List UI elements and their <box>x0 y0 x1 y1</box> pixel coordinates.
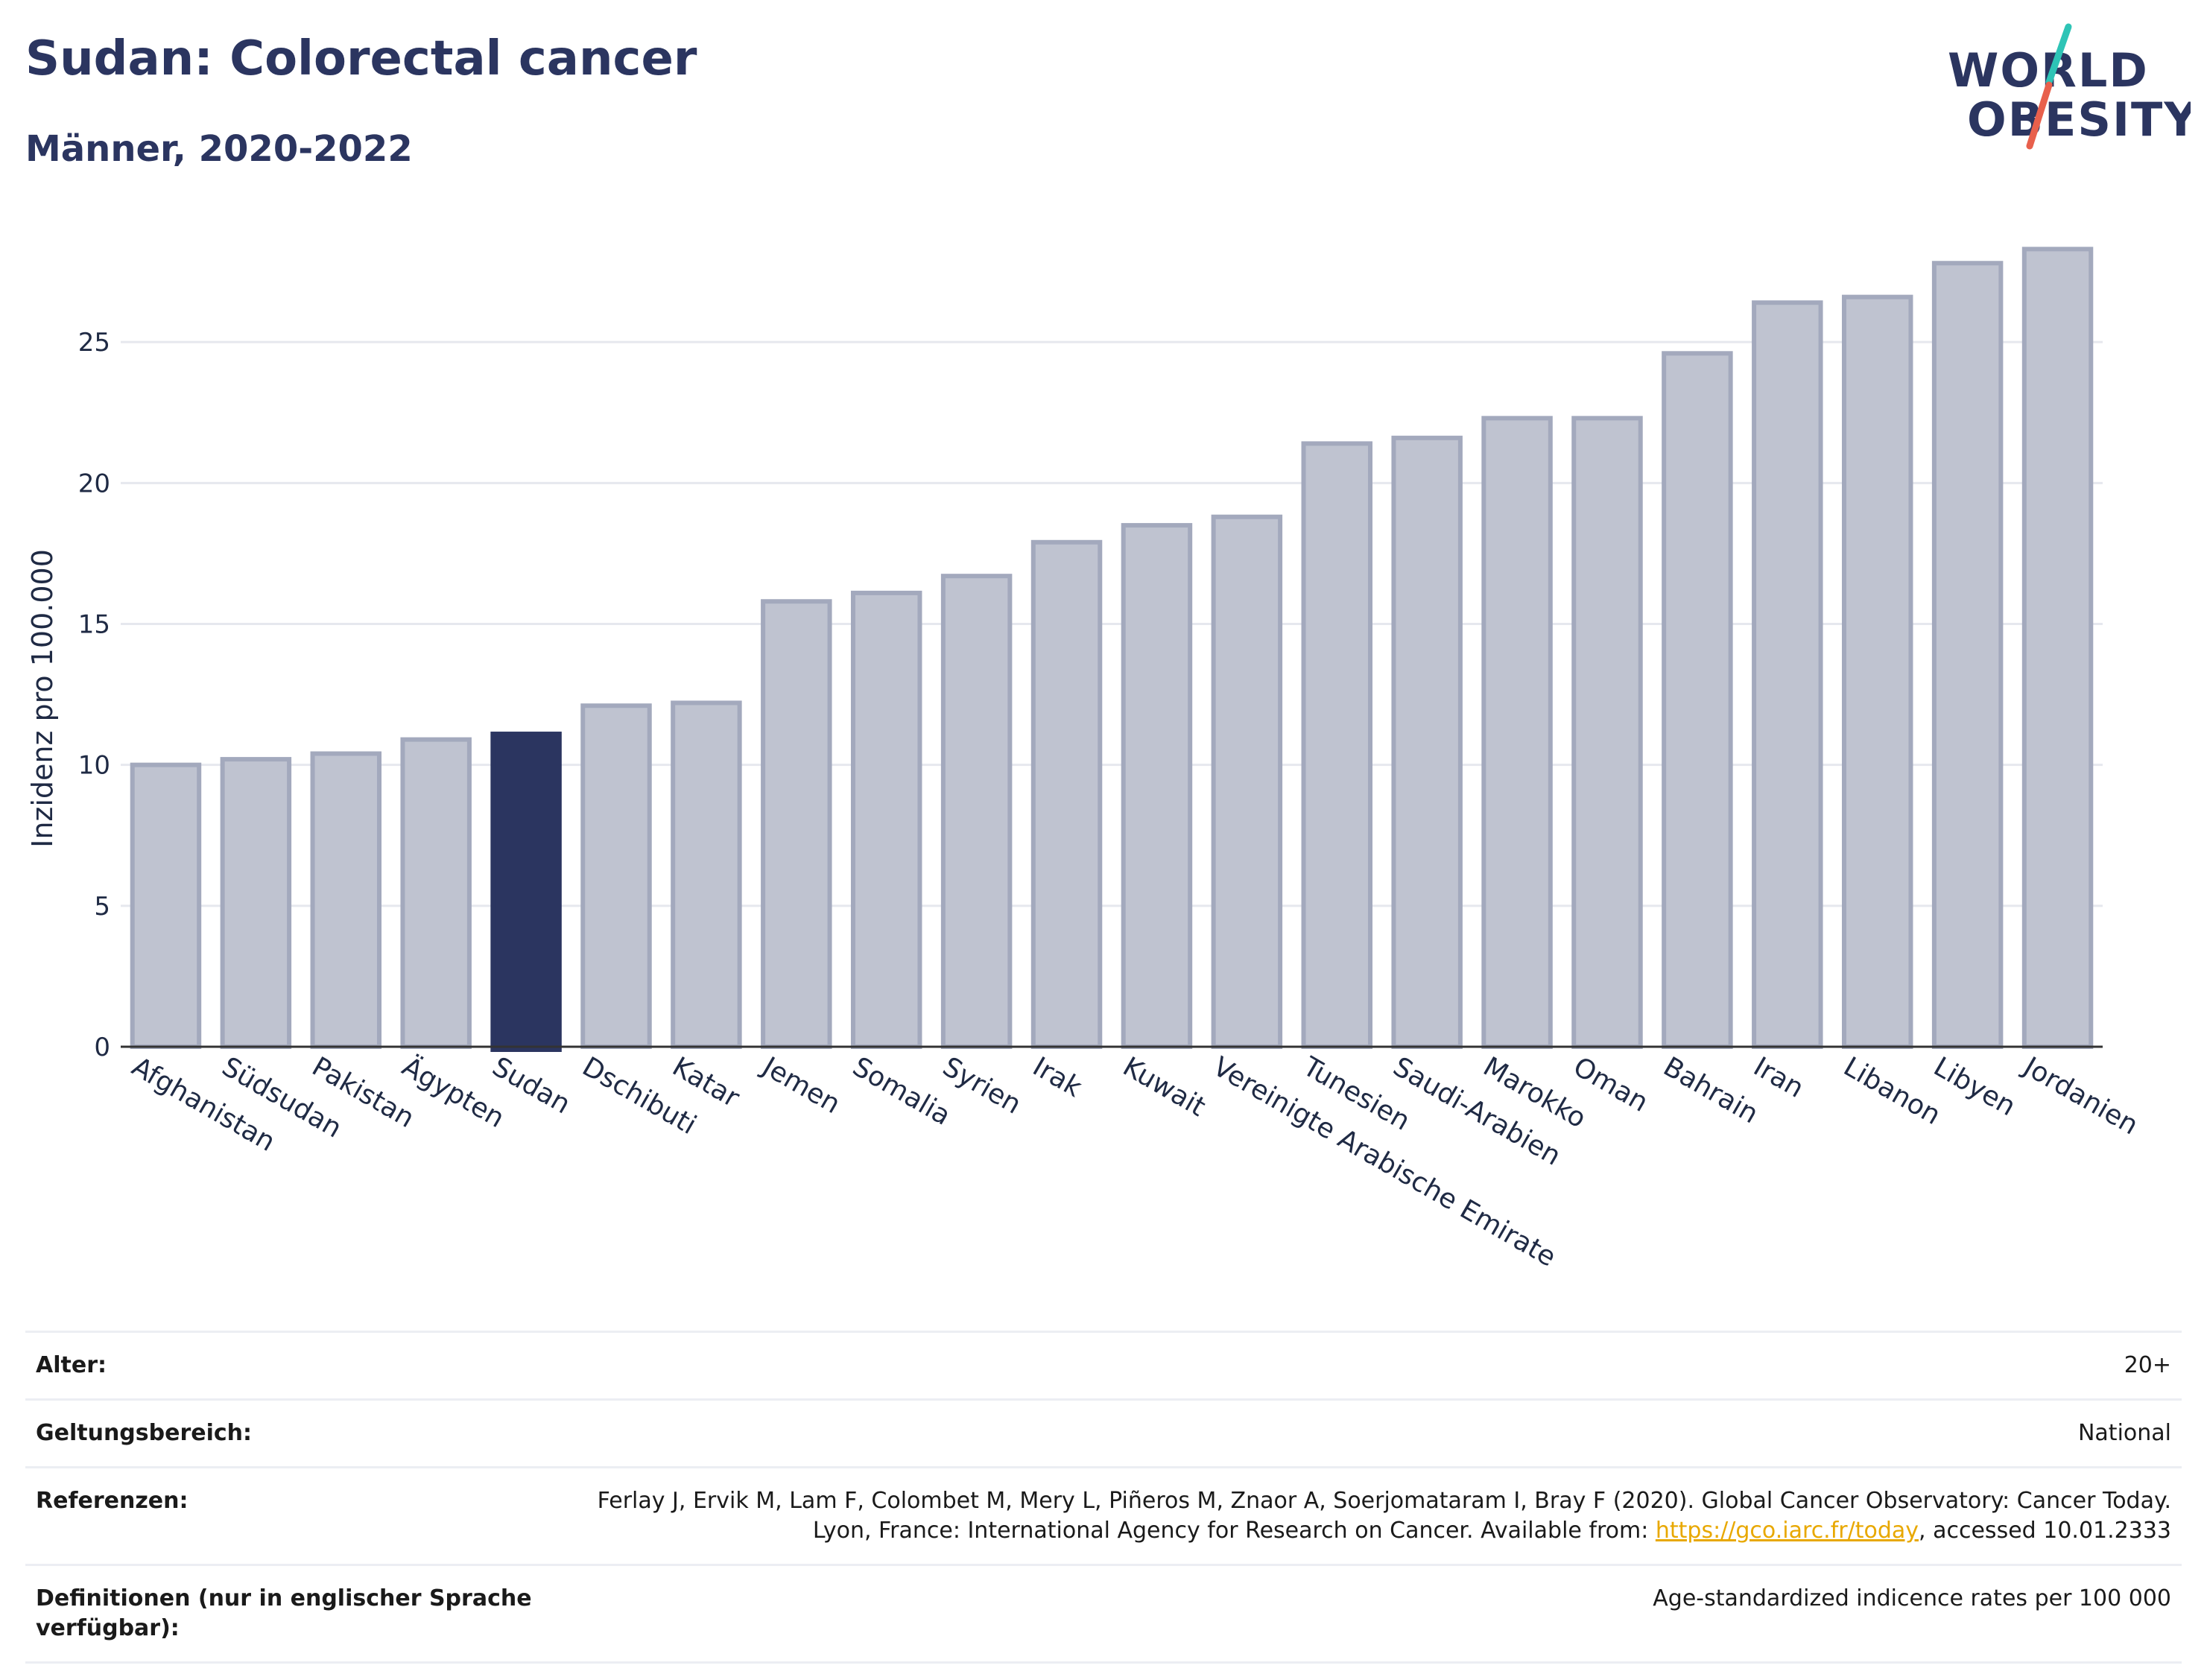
bar <box>1752 300 1823 1049</box>
bar <box>1571 416 1643 1049</box>
x-tick-label: Libanon <box>1838 1051 1945 1131</box>
logo-line-2: OBESITY <box>1967 92 2191 147</box>
info-label-references: Referenzen: <box>36 1488 189 1514</box>
bar <box>1211 514 1283 1049</box>
bar <box>1391 435 1463 1049</box>
bar <box>1121 523 1193 1049</box>
bars <box>130 247 2094 1052</box>
bar <box>671 700 742 1050</box>
x-tick-label: Ägypten <box>397 1050 510 1134</box>
bar <box>1931 261 2004 1050</box>
bar <box>2021 247 2094 1050</box>
world-obesity-logo: WORLD OBESITY <box>1948 23 2191 150</box>
bar <box>580 703 652 1049</box>
x-tick-label: Bahrain <box>1658 1051 1763 1129</box>
logo-slash-teal <box>2045 23 2072 86</box>
y-axis-ticks: 0 5 10 15 20 25 <box>78 328 110 1062</box>
bar <box>1030 539 1103 1049</box>
x-tick-label: Irak <box>1027 1051 1087 1103</box>
info-row-definitions: Definitionen (nur in englischer Sprache … <box>25 1565 2182 1663</box>
bar <box>1841 294 1913 1049</box>
x-tick-label: Jemen <box>756 1050 846 1120</box>
y-tick-label: 20 <box>78 469 110 498</box>
info-value-age: 20+ <box>2124 1352 2171 1378</box>
info-label-definitions: Definitionen (nur in englischer Sprache … <box>36 1585 532 1641</box>
reference-text: Ferlay J, Ervik M, Lam F, Colombet M, Me… <box>597 1488 2171 1544</box>
y-tick-label: 10 <box>78 751 110 781</box>
bar <box>761 599 832 1049</box>
info-row-age: Alter: 20+ <box>25 1331 2182 1400</box>
info-table: Alter: 20+ Geltungsbereich: National Ref… <box>25 1331 2182 1664</box>
logo-slash-coral <box>2026 81 2053 150</box>
x-tick-label: Somalia <box>847 1051 955 1132</box>
chart-title: Sudan: Colorectal cancer <box>25 31 697 86</box>
x-tick-label: Jordanien <box>2017 1050 2143 1141</box>
bar <box>310 751 382 1049</box>
x-tick-label: Kuwait <box>1118 1051 1211 1123</box>
y-tick-label: 25 <box>78 328 110 358</box>
x-tick-label: Libyen <box>1928 1051 2021 1122</box>
y-tick-label: 15 <box>78 610 110 640</box>
info-row-scope: Geltungsbereich: National <box>25 1399 2182 1468</box>
reference-link[interactable]: https://gco.iarc.fr/today <box>1655 1518 1919 1544</box>
bar-highlighted <box>490 732 562 1052</box>
reference-suffix: , accessed 10.01.2333 <box>1919 1518 2171 1544</box>
bar <box>130 762 202 1049</box>
info-row-references: Referenzen: Ferlay J, Ervik M, Lam F, Co… <box>25 1467 2182 1565</box>
bar <box>1662 351 1733 1049</box>
info-value-references: Ferlay J, Ervik M, Lam F, Colombet M, Me… <box>568 1468 2182 1565</box>
bar <box>1301 441 1373 1049</box>
bar-chart: 0 5 10 15 20 25 AfghanistanSüdsudanPakistanÄg… <box>26 247 2143 1273</box>
y-tick-label: 0 <box>94 1033 110 1062</box>
x-tick-label: Iran <box>1748 1051 1808 1104</box>
bar <box>940 574 1013 1049</box>
bar <box>1481 416 1553 1049</box>
info-value-scope: National <box>2077 1420 2171 1446</box>
bar <box>220 757 292 1049</box>
bar <box>400 737 472 1049</box>
bar <box>850 590 922 1049</box>
y-axis-title: Inzidenz pro 100.000 <box>26 549 59 848</box>
info-label-scope: Geltungsbereich: <box>36 1420 253 1446</box>
info-label-age: Alter: <box>36 1352 107 1378</box>
y-tick-label: 5 <box>94 892 110 922</box>
info-value-definitions: Age-standardized indicence rates per 100… <box>1653 1585 2171 1611</box>
chart-subtitle: Männer, 2020-2022 <box>25 128 413 170</box>
